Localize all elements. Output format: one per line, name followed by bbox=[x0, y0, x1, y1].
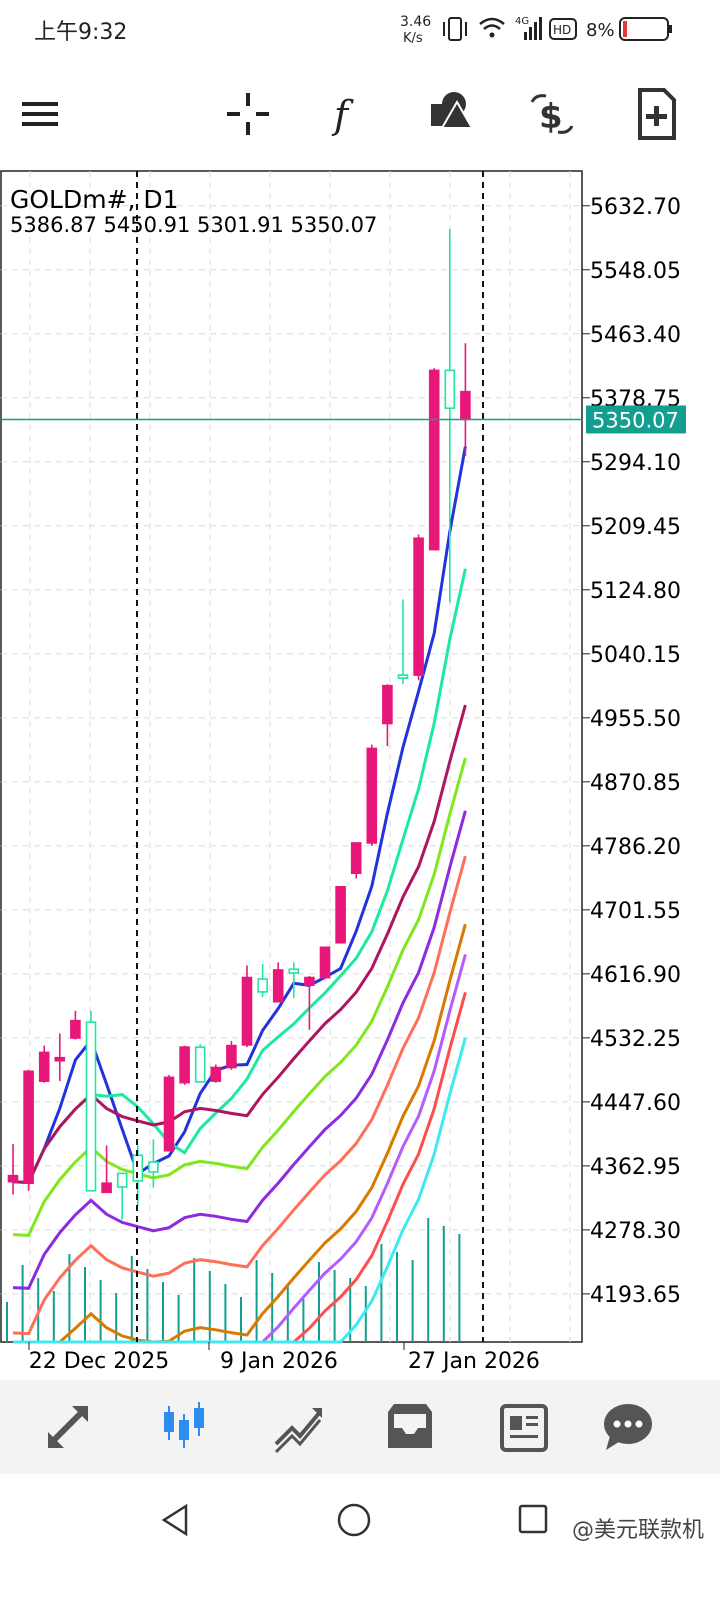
battery-percent: 8% bbox=[586, 20, 615, 41]
price-chart[interactable]: 5632.70 5548.05 5463.40 5378.75 5294.10 5209.… bbox=[0, 170, 720, 1380]
y-tick-label: 4362.95 bbox=[590, 1155, 681, 1180]
objects-icon[interactable] bbox=[420, 84, 480, 144]
trade-tab-icon[interactable] bbox=[268, 1398, 328, 1458]
candle-bull bbox=[148, 1161, 159, 1173]
candle-bear bbox=[226, 1044, 237, 1069]
recents-icon[interactable] bbox=[514, 1500, 554, 1540]
y-tick-label: 4532.25 bbox=[590, 1027, 681, 1052]
moving-average-line bbox=[12, 810, 467, 1290]
system-nav-bar: @美元联款机 bbox=[0, 1474, 720, 1600]
svg-text:f: f bbox=[331, 93, 354, 137]
candles bbox=[7, 228, 471, 1220]
candle-bear bbox=[319, 946, 331, 979]
status-icons: 3.46 K/s 4G HD 8% bbox=[400, 14, 672, 46]
y-tick-label: 5124.80 bbox=[590, 579, 681, 604]
quotes-icon[interactable] bbox=[40, 1398, 100, 1458]
price-axis: 5632.705548.055463.405378.755294.105209.… bbox=[582, 195, 681, 1308]
candle-bear bbox=[70, 1019, 81, 1039]
candle-bear bbox=[38, 1051, 50, 1082]
y-tick-label: 4447.60 bbox=[590, 1091, 681, 1116]
y-tick-label: 4955.50 bbox=[590, 707, 681, 732]
y-tick-label: 4701.55 bbox=[590, 899, 681, 924]
hd-label: HD bbox=[553, 23, 571, 37]
candle-bear bbox=[163, 1076, 175, 1152]
candle-bear bbox=[272, 969, 284, 1003]
candle-bull bbox=[444, 369, 456, 409]
signal-icon bbox=[524, 17, 542, 40]
y-tick-label: 5632.70 bbox=[590, 195, 681, 220]
hd-icon: HD bbox=[549, 18, 577, 40]
candle-bear bbox=[335, 886, 346, 944]
x-tick-label: 27 Jan 2026 bbox=[408, 1349, 540, 1374]
x-tick-label: 9 Jan 2026 bbox=[220, 1349, 338, 1374]
trade-icon[interactable]: $ bbox=[522, 84, 582, 144]
status-bar: 上午9:32 3.46 K/s 4G HD 8% bbox=[0, 0, 720, 60]
current-price-label: 5350.07 bbox=[592, 408, 679, 432]
current-price-tag bbox=[586, 405, 686, 434]
y-tick-label: 5463.40 bbox=[590, 323, 681, 348]
candle-bull bbox=[288, 968, 300, 974]
candle-bear bbox=[460, 390, 471, 421]
candle-bear bbox=[101, 1182, 112, 1194]
candle-bear bbox=[350, 842, 362, 874]
messages-icon[interactable] bbox=[598, 1398, 658, 1458]
y-tick-label: 5548.05 bbox=[590, 259, 681, 284]
chart-icon[interactable] bbox=[154, 1398, 214, 1458]
grid bbox=[1, 171, 582, 1342]
network-type: 4G bbox=[515, 16, 529, 27]
net-speed-top: 3.46 bbox=[400, 14, 431, 30]
symbol-label: GOLDm#, D1 bbox=[10, 185, 179, 214]
net-speed-unit: K/s bbox=[403, 31, 423, 46]
plot-frame bbox=[0, 170, 583, 1343]
bottom-tab-bar bbox=[0, 1380, 720, 1474]
candle-bear bbox=[23, 1070, 34, 1185]
chart-toolbar: f $ bbox=[0, 60, 720, 170]
x-tick-label: 22 Dec 2025 bbox=[29, 1349, 170, 1374]
candle-bull bbox=[116, 1172, 128, 1188]
y-tick-label: 5294.10 bbox=[590, 451, 681, 476]
moving-average-line bbox=[13, 1037, 467, 1344]
y-tick-label: 4278.30 bbox=[590, 1219, 681, 1244]
y-tick-label: 4786.20 bbox=[590, 835, 681, 860]
battery-icon bbox=[619, 17, 672, 41]
y-tick-label: 4616.90 bbox=[590, 963, 681, 988]
menu-icon[interactable] bbox=[10, 84, 70, 144]
chart-canvas[interactable]: 5632.705548.055463.405378.755294.105209.… bbox=[0, 170, 720, 1380]
news-icon[interactable] bbox=[494, 1398, 554, 1458]
status-time: 上午9:32 bbox=[34, 20, 128, 45]
candle-bear bbox=[382, 684, 393, 725]
ohlc-label: 5386.87 5450.91 5301.91 5350.07 bbox=[10, 213, 377, 237]
candle-bear bbox=[54, 1056, 66, 1062]
time-axis: 22 Dec 2025 9 Jan 2026 27 Jan 2026 bbox=[28, 1342, 540, 1374]
candle-bear bbox=[7, 1174, 19, 1183]
moving-average-line bbox=[13, 923, 467, 1344]
crosshair-icon[interactable] bbox=[218, 84, 278, 144]
candle-bear bbox=[210, 1066, 222, 1082]
history-icon[interactable] bbox=[380, 1398, 440, 1458]
period-separators bbox=[136, 171, 484, 1342]
candle-bear bbox=[179, 1046, 190, 1084]
candle-bull bbox=[397, 674, 409, 679]
watermark: @美元联款机 bbox=[571, 1518, 704, 1543]
candle-bear bbox=[428, 369, 440, 551]
wifi-icon bbox=[479, 17, 505, 38]
home-icon[interactable] bbox=[334, 1500, 374, 1540]
indicators-icon[interactable]: f bbox=[318, 84, 378, 144]
candle-bear bbox=[366, 747, 378, 844]
candle-bear bbox=[413, 537, 424, 676]
candle-bull bbox=[85, 1021, 97, 1192]
moving-average-line bbox=[12, 855, 467, 1336]
y-tick-label: 4870.85 bbox=[590, 771, 681, 796]
y-tick-label: 5209.45 bbox=[590, 515, 681, 540]
candle-bear bbox=[241, 976, 253, 1046]
candle-bull bbox=[194, 1046, 206, 1083]
new-order-icon[interactable] bbox=[626, 84, 686, 144]
vibrate-icon bbox=[443, 17, 467, 41]
candle-bear bbox=[304, 976, 315, 986]
back-icon[interactable] bbox=[156, 1500, 196, 1540]
candle-bull bbox=[257, 978, 268, 993]
y-tick-label: 5040.15 bbox=[590, 643, 681, 668]
y-tick-label: 4193.65 bbox=[590, 1283, 681, 1308]
svg-text:$: $ bbox=[539, 97, 563, 137]
